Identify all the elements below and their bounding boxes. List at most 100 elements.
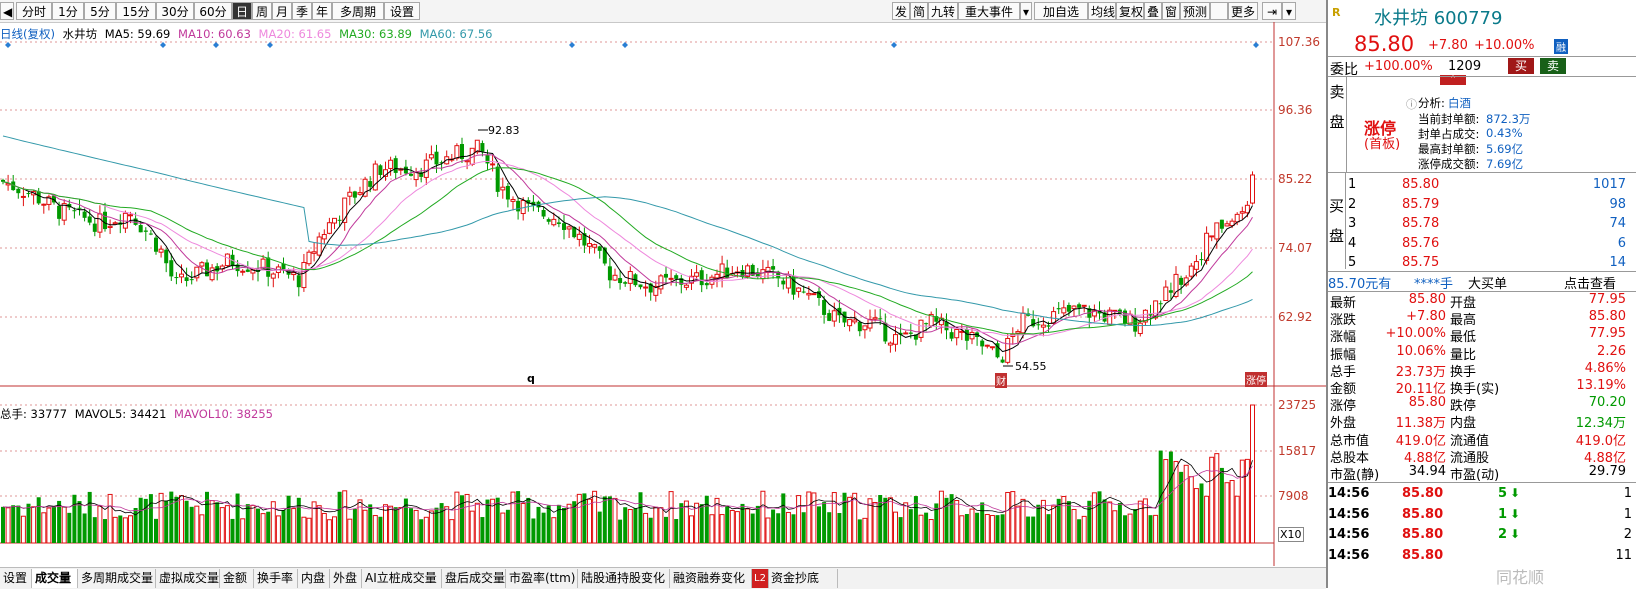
candle-down <box>87 216 92 223</box>
chevron-down-icon[interactable]: ▾ <box>1020 2 1032 20</box>
indicator-tab-13[interactable]: 资金抄底 <box>768 569 838 588</box>
buy-button[interactable]: 买 <box>1508 58 1534 74</box>
candle-down <box>1199 259 1204 261</box>
candle-up <box>423 159 429 178</box>
indicator-tab-2[interactable]: 多周期成交量 <box>78 569 156 588</box>
candle-down <box>801 291 806 293</box>
candle-up <box>745 265 751 277</box>
tool-button-6[interactable]: 复权 <box>1116 2 1144 20</box>
volume-bar-down <box>154 518 158 543</box>
sell-button[interactable]: 卖 <box>1540 58 1566 74</box>
stock-title[interactable]: 水井坊 600779 <box>1374 8 1503 29</box>
volume-bar-up <box>316 505 322 544</box>
candle-up <box>653 285 659 296</box>
indicator-tab-12[interactable]: 融资融券变化 <box>670 569 752 588</box>
indicator-tab-0[interactable]: 设置 <box>0 569 32 588</box>
period-tab-1[interactable]: 1分 <box>52 2 84 20</box>
period-tab-3[interactable]: 15分 <box>116 2 156 20</box>
kline-chart[interactable] <box>0 22 1326 567</box>
indicator-tab-9[interactable]: 盘后成交量 <box>442 569 506 588</box>
tool-button-11[interactable]: 更多 <box>1228 2 1258 20</box>
period-tab-9[interactable]: 季 <box>292 2 312 20</box>
candle-down <box>378 165 383 175</box>
q-marker[interactable]: q <box>527 372 535 385</box>
indicator-tab-5[interactable]: 换手率 <box>254 569 298 588</box>
ma10-label[interactable]: MA10: 60.63 <box>178 27 251 41</box>
indicator-tab-1[interactable]: 成交量 <box>32 569 78 588</box>
indicator-tab-6[interactable]: 内盘 <box>298 569 330 588</box>
volume-bar-down <box>633 508 638 543</box>
bid-price[interactable]: 85.76 <box>1402 235 1440 251</box>
period-tab-10[interactable]: 年 <box>312 2 332 20</box>
candle-down <box>699 270 704 286</box>
tool-button-0[interactable]: 发 <box>892 2 910 20</box>
volume-bar-up <box>1214 453 1220 544</box>
volume-unit: X10 <box>1278 527 1304 542</box>
ma20-label[interactable]: MA20: 61.65 <box>258 27 332 41</box>
period-tab-7[interactable]: 周 <box>252 2 272 20</box>
indicator-tab-7[interactable]: 外盘 <box>330 569 362 588</box>
candle-down <box>1148 313 1153 316</box>
volume-bar-down <box>572 501 577 543</box>
chevron-down-icon[interactable]: ▾ <box>1282 2 1296 20</box>
event-marker <box>160 42 166 48</box>
bid-price[interactable]: 85.80 <box>1402 177 1440 192</box>
ma5-label[interactable]: MA5: 59.69 <box>104 27 171 41</box>
limit-up-marker[interactable]: 涨停 <box>1245 372 1267 387</box>
volume-bar-down <box>87 491 92 543</box>
period-tab-12[interactable]: 设置 <box>384 2 420 20</box>
tool-button-2[interactable]: 九转 <box>928 2 958 20</box>
volume-bar-down <box>103 519 107 543</box>
volume-bar-up <box>1239 459 1245 544</box>
volume-bar-down <box>133 508 138 543</box>
indicator-tab-8[interactable]: AI立桩成交量 <box>362 569 442 588</box>
tool-button-7[interactable]: 叠 <box>1144 2 1162 20</box>
candle-up <box>893 334 898 345</box>
info-icon[interactable]: ⓘ <box>1406 98 1417 111</box>
r-icon[interactable]: R <box>1332 6 1341 19</box>
tool-button-10[interactable] <box>1210 2 1228 20</box>
period-tab-0[interactable]: 分时 <box>16 2 52 20</box>
big-order-bar[interactable]: 85.70元有 ****手 大买单 点击查看 <box>1328 273 1636 292</box>
period-tab-2[interactable]: 5分 <box>84 2 116 20</box>
period-tab-6[interactable]: 日 <box>232 2 252 20</box>
chevron-up-icon[interactable]: ⌃ <box>1440 75 1466 85</box>
volume-bar-down <box>878 495 883 543</box>
candle-up <box>918 319 924 338</box>
bid-price[interactable]: 85.78 <box>1402 216 1440 231</box>
volume-bar-down <box>755 505 760 543</box>
volume-bar-down <box>419 519 424 543</box>
volume-bar-up <box>1204 495 1210 544</box>
big-order-link[interactable]: 点击查看 <box>1564 277 1617 292</box>
candle-down <box>189 279 194 281</box>
jump-end-icon[interactable]: ⇥ <box>1262 2 1282 20</box>
volume-bar-down <box>582 493 587 543</box>
ma60-label[interactable]: MA60: 67.56 <box>419 27 493 41</box>
tool-button-1[interactable]: 简 <box>910 2 928 20</box>
tool-button-8[interactable]: 窗 <box>1162 2 1180 20</box>
bid-price[interactable]: 85.79 <box>1402 196 1440 212</box>
period-tab-11[interactable]: 多周期 <box>332 2 384 20</box>
volume-bar-down <box>801 512 806 543</box>
back-arrow-icon[interactable]: ◀ <box>0 2 14 20</box>
tool-button-3[interactable]: 重大事件 <box>958 2 1020 20</box>
period-tab-5[interactable]: 60分 <box>194 2 232 20</box>
finance-marker[interactable]: 财 <box>995 373 1007 388</box>
tool-button-4[interactable]: 加自选 <box>1034 2 1088 20</box>
watermark: 同花顺 <box>1496 568 1545 587</box>
candle-down <box>296 275 301 288</box>
indicator-tab-4[interactable]: 金额 <box>220 569 254 588</box>
volume-bar-down <box>1046 514 1051 543</box>
analysis-value[interactable]: 白酒 <box>1448 96 1471 110</box>
indicator-tab-3[interactable]: 虚拟成交量 <box>156 569 220 588</box>
tool-button-9[interactable]: 预测 <box>1180 2 1210 20</box>
indicator-tab-10[interactable]: 市盈率(ttm) <box>506 569 578 588</box>
bid-price[interactable]: 85.75 <box>1402 255 1440 270</box>
tool-button-5[interactable]: 均线 <box>1088 2 1116 20</box>
ma30-label[interactable]: MA30: 63.89 <box>339 27 412 41</box>
period-tab-4[interactable]: 30分 <box>156 2 194 20</box>
indicator-tab-11[interactable]: 陆股通持股变化 <box>578 569 670 588</box>
period-tab-8[interactable]: 月 <box>272 2 292 20</box>
volume-bar-up <box>372 515 378 544</box>
tick-time: 14:56 <box>1328 486 1370 501</box>
